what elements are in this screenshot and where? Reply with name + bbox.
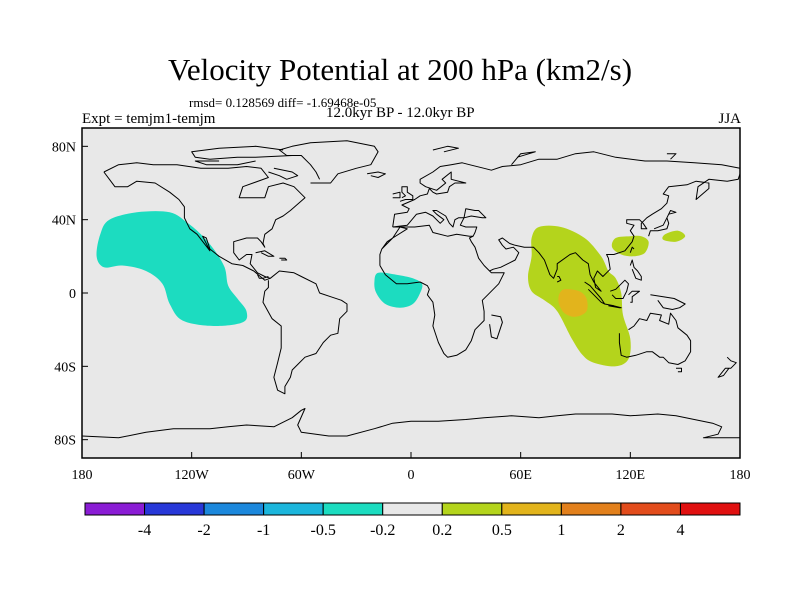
coastline-segment (279, 257, 288, 261)
colorbar-swatch (263, 502, 324, 516)
coastline-segment (717, 356, 737, 378)
colorbar-label: 1 (557, 522, 565, 539)
x-tick-label: 60W (288, 468, 316, 483)
coastline-segment (392, 151, 741, 228)
x-tick-label: 0 (408, 468, 415, 483)
colorbar-label: 0.2 (432, 522, 452, 539)
coastline-segment (255, 250, 275, 257)
axis-ticks: 180 120W 60W 0 60E 120E 180 80N 40N 0 40S 80S (52, 140, 751, 483)
chart-title: Velocity Potential at 200 hPa (km2/s) (167, 52, 633, 87)
coastline-segment (629, 259, 642, 281)
coastline-segment (432, 145, 459, 153)
colorbar-swatch (84, 502, 146, 516)
coastline-segment (489, 314, 503, 340)
anomaly-east-pacific-negative (96, 211, 248, 327)
coastline-segment (257, 274, 269, 279)
y-tick-label: 80N (52, 140, 76, 155)
experiment-label: Expt = temjm1-temjm (82, 111, 216, 127)
colorbar-label: -0.5 (311, 522, 336, 539)
coastline-segment (666, 153, 677, 160)
coastline-segment (511, 151, 536, 166)
coastline-segment (379, 235, 505, 358)
colorbar-swatch (144, 502, 205, 516)
colorbar-label: 0.5 (492, 522, 512, 539)
y-tick-label: 80S (54, 434, 76, 449)
colorbar-swatch (501, 502, 562, 516)
colorbar-swatch (382, 502, 443, 516)
stats-line: rmsd= 0.128569 diff= -1.69468e-05 (189, 95, 377, 110)
coastline-segment (392, 191, 401, 199)
x-tick-label: 180 (72, 468, 93, 483)
coastline-segment (629, 246, 635, 253)
colorbar-swatch (203, 502, 265, 516)
coastline-segment (379, 226, 408, 266)
coastline-segment (676, 367, 682, 373)
coastline-segment (191, 145, 293, 160)
colorbar-label: -2 (197, 522, 210, 539)
colorbar-label: -0.2 (370, 522, 395, 539)
coastline-segment (278, 140, 379, 184)
season-label: JJA (718, 111, 741, 127)
coastline-segment (367, 171, 386, 178)
anomaly-layer (96, 211, 686, 367)
coastline-segment (489, 173, 741, 292)
x-tick-label: 120E (616, 468, 646, 483)
y-tick-label: 40N (52, 214, 76, 229)
colorbar-label: 2 (617, 522, 625, 539)
coastline-segment (650, 294, 686, 310)
x-tick-label: 60E (509, 468, 532, 483)
y-tick-label: 40S (54, 360, 76, 375)
y-tick-label: 0 (69, 287, 76, 302)
colorbar-swatch (322, 502, 384, 516)
coastline-segment (604, 303, 622, 309)
coastline-segment (610, 279, 629, 299)
colorbar-label: 4 (676, 522, 684, 539)
anomaly-gulf-of-guinea-negative (374, 272, 423, 308)
coastline-segment (392, 208, 487, 237)
coastline-segment (103, 162, 306, 281)
colorbar-label: -4 (138, 522, 151, 539)
coastline-segment (628, 290, 640, 303)
colorbar-label: -1 (257, 522, 270, 539)
anomaly-indian-ocean-core (558, 289, 588, 317)
coastline-segment (194, 160, 256, 166)
period-label: 12.0kyr BP - 12.0kyr BP (326, 105, 475, 121)
coastline-segment (618, 312, 692, 365)
colorbar-swatch (441, 502, 503, 516)
coastline-segment (81, 408, 740, 439)
anomaly-japan-positive (662, 230, 686, 242)
colorbar: -4 -2 -1 -0.5 -0.2 0.2 0.5 1 2 4 (84, 502, 741, 539)
coastline-segment (268, 167, 299, 180)
x-tick-label: 120W (175, 468, 210, 483)
colorbar-swatch (620, 502, 681, 516)
coastline-segment (262, 270, 348, 395)
coastline-segment (399, 186, 414, 202)
anomaly-east-asia-positive (611, 235, 649, 257)
coastline-segment (648, 210, 677, 237)
coastline-segment (556, 276, 562, 283)
colorbar-swatch (560, 502, 622, 516)
colorbar-swatch (679, 502, 741, 516)
coastline-layer (81, 140, 741, 439)
x-tick-label: 180 (730, 468, 751, 483)
